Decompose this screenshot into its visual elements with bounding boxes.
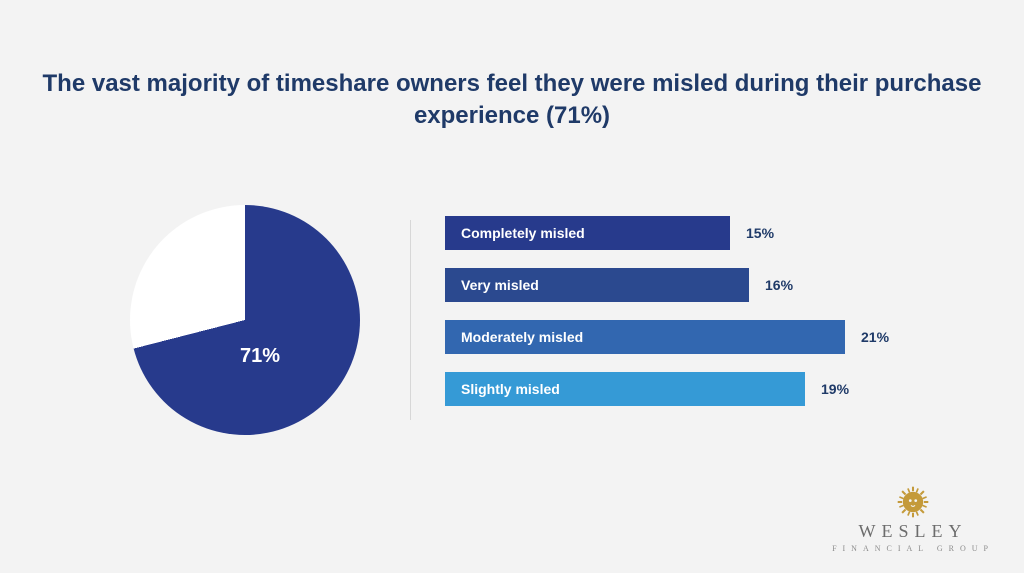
bar-value: 15% bbox=[746, 225, 774, 241]
pie-slice bbox=[130, 205, 360, 435]
brand-name: WESLEY bbox=[832, 521, 994, 542]
bar-row: Moderately misled 21% bbox=[445, 320, 925, 354]
lion-icon bbox=[896, 485, 930, 519]
bar-row: Completely misled 15% bbox=[445, 216, 925, 250]
bar-value: 21% bbox=[861, 329, 889, 345]
brand-logo: WESLEY FINANCIAL GROUP bbox=[832, 485, 994, 553]
bar-value: 16% bbox=[765, 277, 793, 293]
pie-value-label: 71% bbox=[240, 345, 280, 368]
bar-chart: Completely misled 15% Very misled 16% Mo… bbox=[445, 216, 925, 424]
pie-chart: 71% bbox=[130, 205, 360, 435]
bar: Completely misled bbox=[445, 216, 730, 250]
bar-row: Very misled 16% bbox=[445, 268, 925, 302]
brand-subtitle: FINANCIAL GROUP bbox=[832, 544, 994, 553]
bar-row: Slightly misled 19% bbox=[445, 372, 925, 406]
bar: Moderately misled bbox=[445, 320, 845, 354]
bar: Slightly misled bbox=[445, 372, 805, 406]
bar: Very misled bbox=[445, 268, 749, 302]
bar-value: 19% bbox=[821, 381, 849, 397]
divider bbox=[410, 220, 411, 420]
chart-title: The vast majority of timeshare owners fe… bbox=[0, 68, 1024, 133]
